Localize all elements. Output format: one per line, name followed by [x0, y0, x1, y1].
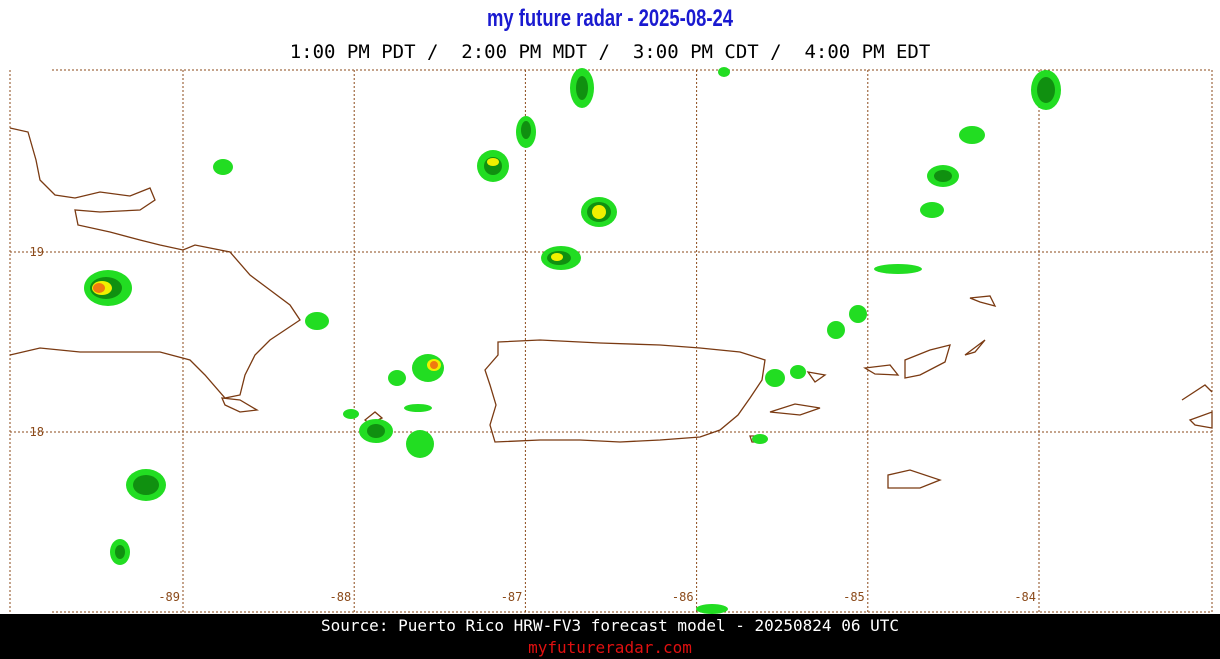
time-line: 1:00 PM PDT / 2:00 PM MDT / 3:00 PM CDT … — [290, 41, 931, 63]
page-title: my future radar - 2025-08-24 — [487, 5, 733, 32]
coastlines — [9, 127, 1213, 489]
lon-label: -89 — [158, 590, 180, 604]
lon-label: -88 — [330, 590, 352, 604]
map-frame — [9, 69, 1213, 613]
lon-label: -84 — [1014, 590, 1036, 604]
radar-echoes — [84, 67, 1061, 614]
source-text: Source: Puerto Rico HRW-FV3 forecast mod… — [321, 616, 899, 635]
site-link[interactable]: myfutureradar.com — [528, 638, 692, 657]
footer-band — [0, 614, 1220, 659]
lon-label: -86 — [672, 590, 694, 604]
lat-label: 19 — [30, 245, 44, 259]
lat-label: 18 — [30, 425, 44, 439]
lon-label: -85 — [843, 590, 865, 604]
lon-label: -87 — [501, 590, 523, 604]
graticule: -89 -88 -87 -86 -85 -84 19 18 — [10, 70, 1212, 612]
